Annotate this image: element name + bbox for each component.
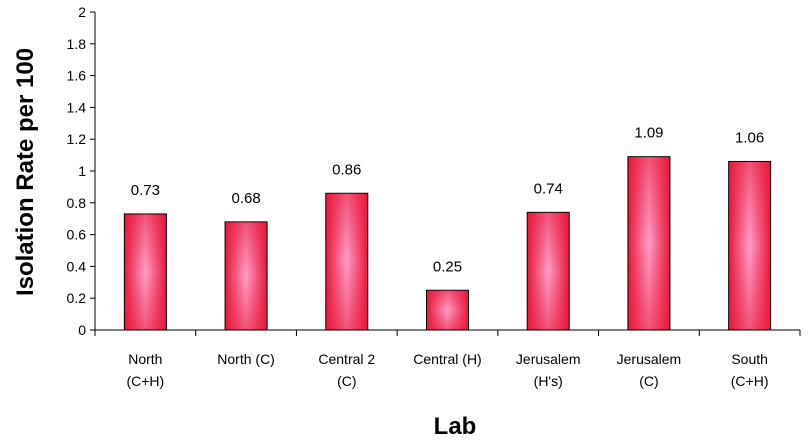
x-tick-label: Central (H) xyxy=(413,351,481,367)
data-label: 0.74 xyxy=(534,180,563,197)
x-axis-title: Lab xyxy=(434,413,477,440)
x-tick-label: Jerusalem xyxy=(516,351,581,367)
x-tick-label: Jerusalem xyxy=(617,351,682,367)
x-tick-label: (C) xyxy=(337,373,356,389)
x-tick-label: (C) xyxy=(639,373,658,389)
bar-shade xyxy=(225,222,267,330)
y-tick-label: 0 xyxy=(78,322,86,338)
bar-shade xyxy=(527,212,569,330)
y-tick-label: 2 xyxy=(78,4,86,20)
data-label: 0.68 xyxy=(231,190,260,207)
x-tick-label: North xyxy=(128,351,162,367)
y-tick-label: 0.2 xyxy=(67,290,87,306)
data-label: 0.86 xyxy=(332,161,361,178)
x-tick-label: North (C) xyxy=(217,351,275,367)
y-tick-label: 0.4 xyxy=(67,258,87,274)
plot-area: 0 0.2 0.4 0.6 0.8 1 1.2 1.4 1.6 1.8 2 0.73 North (C+H… xyxy=(67,4,801,389)
y-tick-label: 0.8 xyxy=(67,195,87,211)
x-tick-label: (C+H) xyxy=(731,373,769,389)
y-tick-label: 0.6 xyxy=(67,227,87,243)
bar-shade xyxy=(729,161,771,330)
bar-shade xyxy=(628,157,670,330)
y-tick-label: 1 xyxy=(78,163,86,179)
y-tick-label: 1.4 xyxy=(67,99,87,115)
data-label: 0.25 xyxy=(433,258,462,275)
y-tick-label: 1.8 xyxy=(67,36,87,52)
y-tick-label: 1.6 xyxy=(67,68,87,84)
bar-shade xyxy=(326,193,368,330)
data-label: 1.06 xyxy=(735,129,764,146)
data-label: 1.09 xyxy=(634,125,663,142)
x-tick-label: South xyxy=(731,351,768,367)
x-tick-label: Central 2 xyxy=(318,351,375,367)
x-tick-label: (H's) xyxy=(534,373,563,389)
y-axis-title: Isolation Rate per 100 xyxy=(12,48,39,296)
x-tick-label: (C+H) xyxy=(126,373,164,389)
bar-shade xyxy=(124,214,166,330)
bar-shade xyxy=(427,290,468,330)
data-label: 0.73 xyxy=(131,182,160,199)
y-tick-label: 1.2 xyxy=(67,131,87,147)
